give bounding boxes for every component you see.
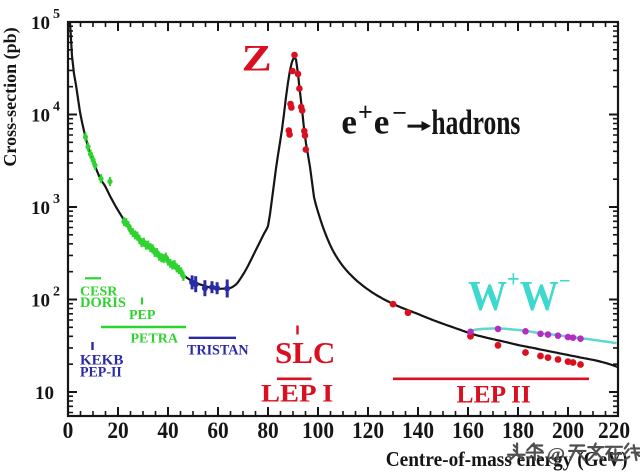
svg-text:TRISTAN: TRISTAN <box>187 342 249 358</box>
svg-text:10: 10 <box>31 105 50 126</box>
svg-text:100: 100 <box>302 417 334 443</box>
svg-text:60: 60 <box>207 417 228 443</box>
svg-text:200: 200 <box>552 417 584 443</box>
svg-text:0: 0 <box>63 417 74 443</box>
svg-text:Centre-of-mass energy (GeV): Centre-of-mass energy (GeV) <box>386 448 628 471</box>
svg-text:CESR: CESR <box>80 285 118 300</box>
svg-text:@: @ <box>547 444 566 466</box>
svg-text:10: 10 <box>31 198 50 219</box>
svg-text:10: 10 <box>31 290 50 311</box>
svg-text:LEP II: LEP II <box>457 380 531 409</box>
svg-text:PEP-II: PEP-II <box>80 364 122 381</box>
svg-text:140: 140 <box>402 417 434 443</box>
svg-text:LEP I: LEP I <box>261 379 333 407</box>
svg-text:5: 5 <box>53 7 60 22</box>
svg-text:SLC: SLC <box>275 335 335 370</box>
svg-text:PETRA: PETRA <box>131 332 179 347</box>
svg-text:Z: Z <box>242 37 272 78</box>
svg-text:PEP: PEP <box>129 308 156 323</box>
svg-text:2: 2 <box>53 285 60 300</box>
svg-text:120: 120 <box>352 417 384 443</box>
svg-text:10: 10 <box>31 13 50 34</box>
svg-text:180: 180 <box>502 417 534 443</box>
svg-text:220: 220 <box>598 417 630 443</box>
svg-text:40: 40 <box>157 417 178 443</box>
svg-text:160: 160 <box>452 417 484 443</box>
svg-text:80: 80 <box>257 417 278 443</box>
svg-text:W+W−: W+W− <box>468 266 570 319</box>
svg-text:Cross-section (pb): Cross-section (pb) <box>0 27 21 166</box>
svg-text:DORIS: DORIS <box>80 295 126 311</box>
svg-text:hadrons: hadrons <box>431 103 520 142</box>
svg-text:4: 4 <box>53 100 60 115</box>
svg-text:20: 20 <box>107 417 128 443</box>
svg-text:3: 3 <box>53 192 60 207</box>
svg-text:e+e−: e+e − <box>341 98 407 142</box>
svg-text:KEKB: KEKB <box>80 353 123 369</box>
svg-text:10: 10 <box>35 383 54 404</box>
